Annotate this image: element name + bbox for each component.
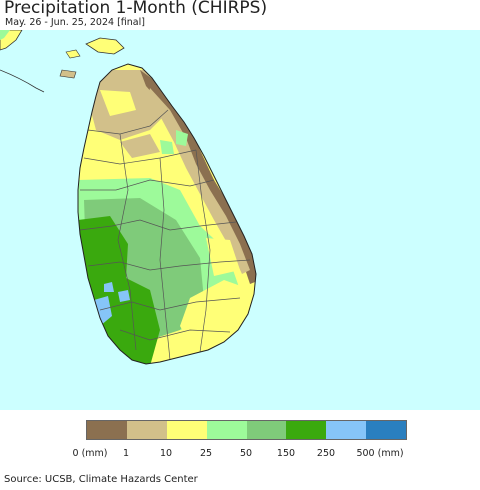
legend-swatch <box>326 421 367 439</box>
legend-swatch <box>286 421 327 439</box>
legend-swatch <box>87 421 127 439</box>
jaffna-peninsula <box>85 37 125 55</box>
legend-swatch <box>206 421 247 439</box>
legend-swatch <box>126 421 167 439</box>
india-coast-green <box>0 30 10 40</box>
precipitation-map <box>0 30 480 410</box>
legend-label: 25 <box>199 448 213 459</box>
legend-label: 10 <box>159 448 173 459</box>
legend-label: 50 <box>239 448 253 459</box>
sea <box>0 30 480 410</box>
legend-swatch <box>246 421 287 439</box>
legend-swatch <box>166 421 207 439</box>
map-panel <box>0 30 480 410</box>
precipitation-zones <box>78 70 256 364</box>
legend-label: 500 (mm) <box>356 448 404 459</box>
legend-label: 0 (mm) <box>72 448 108 459</box>
india-coastline <box>0 69 45 93</box>
northern-islet <box>65 49 81 59</box>
legend-label: 250 <box>316 448 336 459</box>
source-credit: Source: UCSB, Climate Hazards Center <box>4 474 198 485</box>
mannar-island <box>59 69 77 79</box>
legend-label: 150 <box>276 448 296 459</box>
map-subtitle: May. 26 - Jun. 25, 2024 [final] <box>5 17 145 28</box>
island-outline <box>77 63 257 365</box>
legend-label: 1 <box>122 448 130 459</box>
legend-swatch <box>366 421 406 439</box>
legend-colorbar <box>86 420 407 440</box>
district-boundaries <box>79 109 251 361</box>
map-title: Precipitation 1-Month (CHIRPS) <box>4 0 268 18</box>
